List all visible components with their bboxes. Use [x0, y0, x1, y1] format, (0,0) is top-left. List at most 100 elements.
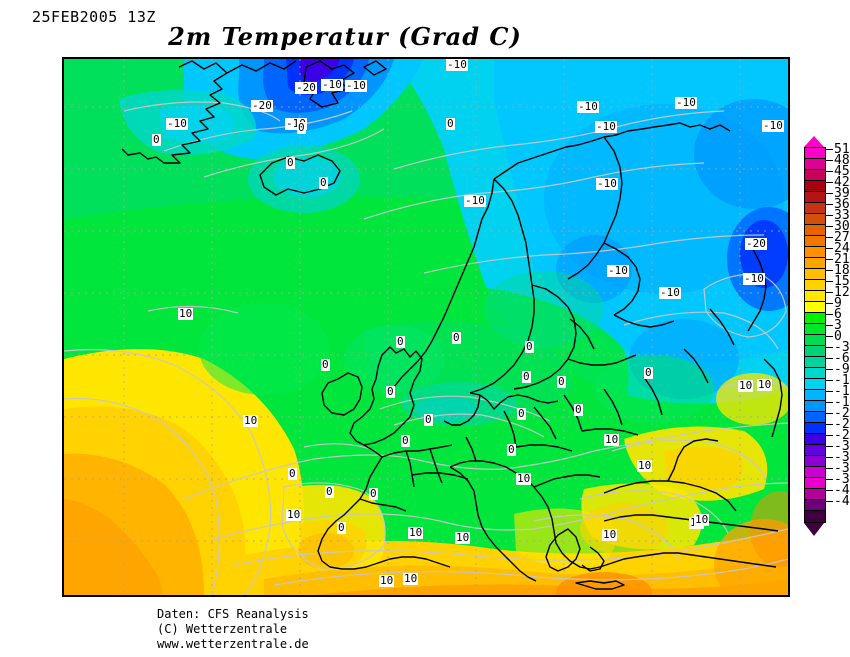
colorbar-over-arrow: [804, 136, 824, 147]
contour-label: 10: [286, 508, 302, 521]
caption-line-website: www.wetterzentrale.de: [157, 637, 309, 651]
colorbar-tick: -33: [826, 451, 850, 464]
contour-label: 10: [243, 414, 259, 427]
colorbar-tick: -6: [826, 352, 850, 365]
temperature-colorbar: 51 48 45 42 39 36 33 30 27 24 21 18 15 12 9 6 3 0 -3 -6 -9 -1…: [800, 136, 850, 536]
colorbar-swatch: [805, 291, 825, 302]
contour-label: 10: [455, 531, 471, 544]
contour-label: 0: [401, 434, 410, 447]
colorbar-swatch: [805, 159, 825, 170]
colorbar-swatch: [805, 269, 825, 280]
contour-label: 0: [321, 358, 330, 371]
contour-label: -10: [345, 79, 367, 92]
colorbar-swatch: [805, 434, 825, 445]
contour-label: 10: [694, 513, 710, 526]
colorbar-swatch: [805, 225, 825, 236]
colorbar-tick: -18: [826, 396, 850, 409]
contour-label: -10: [596, 177, 618, 190]
colorbar-tick: 27: [826, 231, 850, 244]
colorbar-tick: 36: [826, 198, 850, 211]
colorbar-swatch: [805, 181, 825, 192]
contour-label: 0: [446, 117, 455, 130]
contour-label: 10: [178, 307, 194, 320]
contour-label: 10: [379, 574, 395, 587]
colorbar-swatch: [805, 489, 825, 500]
colorbar-tick: -3: [826, 341, 850, 354]
contour-label: 0: [152, 133, 161, 146]
contour-label: 10: [516, 472, 532, 485]
contour-label: 0: [424, 413, 433, 426]
colorbar-tick: 6: [826, 308, 842, 321]
colorbar-swatch: [805, 170, 825, 181]
temperature-map: -10 0 -20 -10 0 -20 -10 -10 -10 0 0 0 -10 -10 -10 -10 -1…: [62, 57, 790, 597]
contour-label: -10: [762, 119, 784, 132]
contour-label: 10: [757, 378, 773, 391]
caption-line-data-source: Daten: CFS Reanalysis: [157, 607, 309, 621]
contour-label: -10: [607, 264, 629, 277]
contour-label: 0: [369, 487, 378, 500]
colorbar-swatch: [805, 335, 825, 346]
contour-label: 0: [288, 467, 297, 480]
contour-label: 0: [319, 176, 328, 189]
colorbar-swatch: [805, 357, 825, 368]
colorbar-tick: 15: [826, 275, 850, 288]
colorbar-tick: 30: [826, 220, 850, 233]
contour-label: -20: [295, 81, 317, 94]
colorbar-swatch: [805, 401, 825, 412]
colorbar-tick: -24: [826, 418, 850, 431]
colorbar-swatch: [805, 511, 825, 522]
colorbar-tick: 0: [826, 330, 842, 343]
contour-label: -10: [321, 78, 343, 91]
contour-label: 0: [557, 375, 566, 388]
contour-label: 0: [286, 156, 295, 169]
colorbar-tick: -15: [826, 385, 850, 398]
contour-label: 10: [604, 433, 620, 446]
map-canvas: [64, 59, 788, 595]
colorbar-swatch: [805, 236, 825, 247]
colorbar-swatch: [805, 192, 825, 203]
colorbar-under-arrow: [804, 523, 824, 536]
colorbar-tick: -9: [826, 363, 850, 376]
colorbar-swatch: [805, 346, 825, 357]
colorbar-tick: -45: [826, 495, 850, 508]
contour-label: -20: [745, 237, 767, 250]
colorbar-swatch: [805, 203, 825, 214]
contour-label: 0: [386, 385, 395, 398]
colorbar-tick: 24: [826, 242, 850, 255]
contour-label: 0: [522, 370, 531, 383]
colorbar-tick: -21: [826, 407, 850, 420]
colorbar-swatch: [805, 324, 825, 335]
colorbar-swatch: [805, 478, 825, 489]
contour-label: 10: [403, 572, 419, 585]
colorbar-swatch: [805, 313, 825, 324]
contour-label: 10: [602, 528, 618, 541]
colorbar-tick: 39: [826, 187, 850, 200]
contour-label: -10: [595, 120, 617, 133]
page-title: 2m Temperatur (Grad C): [168, 22, 522, 51]
contour-label: -10: [577, 100, 599, 113]
colorbar-swatch: [805, 247, 825, 258]
contour-label: 0: [396, 335, 405, 348]
contour-label: 0: [325, 485, 334, 498]
contour-label: 0: [452, 331, 461, 344]
contour-label: -10: [166, 117, 188, 130]
colorbar-swatch: [805, 423, 825, 434]
colorbar-tick: 3: [826, 319, 842, 332]
colorbar-swatch: [805, 214, 825, 225]
contour-label: -10: [464, 194, 486, 207]
contour-label: 0: [525, 340, 534, 353]
colorbar-swatch: [805, 456, 825, 467]
contour-label: 0: [517, 407, 526, 420]
colorbar-tick: 18: [826, 264, 850, 277]
contour-label: -10: [743, 272, 765, 285]
colorbar-tick: -30: [826, 440, 850, 453]
colorbar-swatch: [805, 500, 825, 511]
contour-label: 0: [574, 403, 583, 416]
colorbar-tick: 45: [826, 165, 850, 178]
colorbar-tick: -42: [826, 484, 850, 497]
colorbar-swatch: [805, 280, 825, 291]
colorbar-swatch: [805, 148, 825, 159]
date-stamp: 25FEB2005 13Z: [32, 8, 156, 26]
contour-label: 0: [297, 121, 306, 134]
colorbar-tick: -39: [826, 473, 850, 486]
